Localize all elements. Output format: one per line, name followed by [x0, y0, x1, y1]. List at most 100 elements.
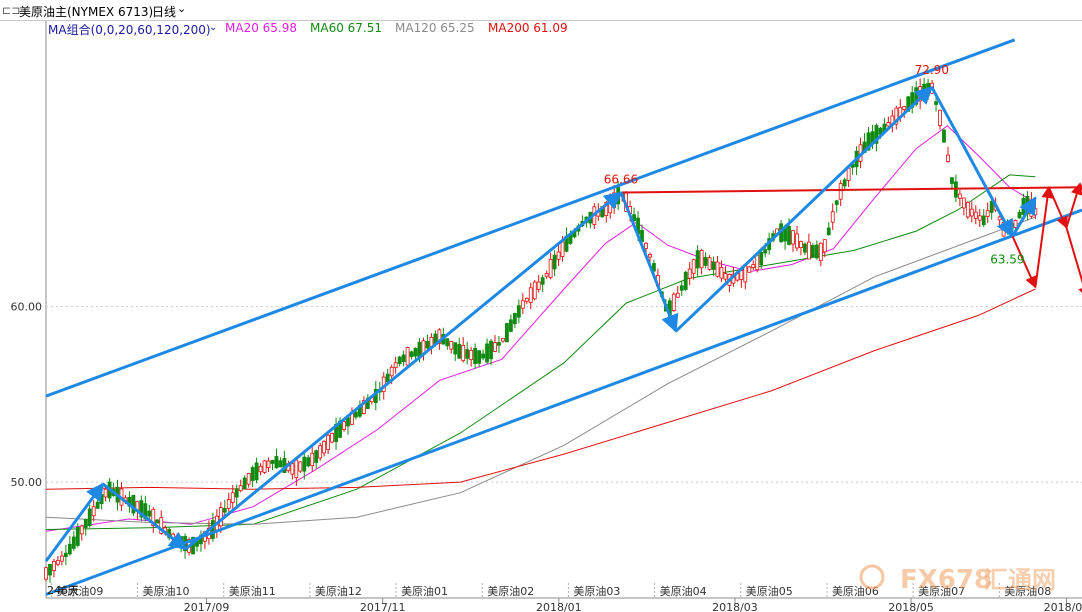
date-label: 2018/06 [1044, 601, 1082, 612]
candle-body [902, 106, 907, 111]
candle-body [942, 129, 946, 143]
candle-body [818, 242, 823, 262]
candle-body [691, 259, 696, 274]
ma200-line [45, 288, 1036, 490]
legend-ma200: MA200 61.09 [488, 21, 568, 35]
candle-body [242, 477, 247, 490]
candle-body [938, 109, 942, 126]
candle-body [59, 555, 64, 562]
candle-body [699, 250, 704, 269]
candle-body [95, 501, 100, 509]
wave-arrow-4 [674, 85, 934, 333]
candle-body [795, 233, 799, 249]
candle-body [91, 506, 96, 517]
candle-body [524, 297, 529, 302]
candle-body [894, 107, 899, 125]
price-annotation: 63.59 [990, 253, 1024, 267]
candle-body [977, 215, 982, 221]
candle-body [703, 256, 708, 266]
candle-body [1021, 197, 1026, 215]
candle-body [481, 353, 485, 359]
candle-body [747, 266, 752, 273]
candle-body [48, 564, 52, 576]
candle-body [385, 373, 390, 383]
candle-body [238, 485, 243, 492]
chevron-down-icon[interactable]: ⌄ [177, 2, 187, 15]
symbol-label[interactable]: 美原油主(NYMEX 6713) [19, 5, 154, 19]
candle-body [461, 344, 466, 361]
candle-body [139, 500, 144, 518]
candle-body [409, 351, 414, 358]
y-tick-label: 60.00 [11, 301, 43, 314]
candle-body [540, 277, 545, 285]
candle-body [246, 472, 251, 485]
candle-body [354, 411, 358, 418]
legend-ma120: MA120 65.25 [395, 21, 475, 35]
candle-body [477, 350, 482, 364]
candle-body [75, 526, 80, 546]
candle-body [469, 349, 474, 360]
ma20-line [45, 125, 1036, 532]
candle-body [234, 488, 239, 498]
candle-body [342, 421, 346, 431]
layout-icon[interactable]: ⊏⊐ [2, 4, 21, 17]
candle-body [1033, 208, 1038, 216]
date-label: 2018/03 [712, 601, 758, 612]
candle-body [965, 202, 970, 218]
candle-body [83, 519, 88, 528]
candle-body [254, 462, 259, 481]
candle-body [810, 245, 815, 258]
candle-body [834, 200, 839, 205]
candle-body [632, 214, 636, 222]
candle-body [306, 457, 311, 467]
candle-body [687, 268, 692, 279]
candle-body [425, 341, 430, 349]
candle-body [739, 270, 744, 280]
chart-header: ⊏⊐ 美原油主(NYMEX 6713) 日线 ⌄ [0, 0, 1082, 21]
candle-body [361, 400, 366, 415]
ma-group-label[interactable]: MA组合(0,0,20,60,120,200) [48, 23, 211, 37]
candle-body [544, 273, 549, 277]
candle-body [830, 211, 835, 223]
candle-body [453, 342, 458, 355]
contract-label: 美原油11 [229, 584, 276, 598]
wave-arrow-2 [184, 191, 623, 551]
chevron-down-icon[interactable]: ⌄ [209, 22, 218, 33]
candle-body [946, 154, 950, 162]
candle-body [934, 101, 938, 105]
candle-body [270, 459, 275, 464]
candle-body [536, 281, 541, 290]
candle-body [465, 349, 470, 359]
candle-body [838, 183, 843, 200]
contract-label: 美原油07 [918, 584, 965, 598]
period-label[interactable]: 日线 [152, 5, 177, 19]
candle-body [346, 417, 350, 427]
candle-body [803, 243, 807, 253]
candle-body [505, 323, 509, 343]
trend-line-2 [620, 186, 1082, 194]
candle-body [846, 167, 851, 181]
legend-ma60: MA60 67.51 [310, 21, 382, 35]
watermark-huitong: 汇通网 [984, 566, 1056, 594]
candle-body [652, 263, 656, 272]
contract-label: 美原油02 [487, 584, 534, 598]
candle-body [552, 254, 557, 270]
contract-label: 美原油10 [143, 584, 190, 598]
candle-body [71, 536, 76, 549]
candle-body [711, 261, 716, 270]
candle-body [512, 313, 517, 324]
candle-body [644, 242, 648, 249]
candle-body [67, 543, 72, 555]
wave-arrow-5 [930, 86, 1014, 238]
contract-label: 美原油12 [315, 584, 362, 598]
watermark-fx678: FX678 [900, 565, 992, 595]
date-label: 2017/09 [184, 601, 230, 612]
candle-body [274, 456, 279, 469]
candle-body [326, 434, 331, 451]
candle-body [389, 366, 394, 377]
candle-body [791, 230, 795, 245]
candle-body [683, 271, 688, 290]
candle-body [473, 347, 478, 364]
